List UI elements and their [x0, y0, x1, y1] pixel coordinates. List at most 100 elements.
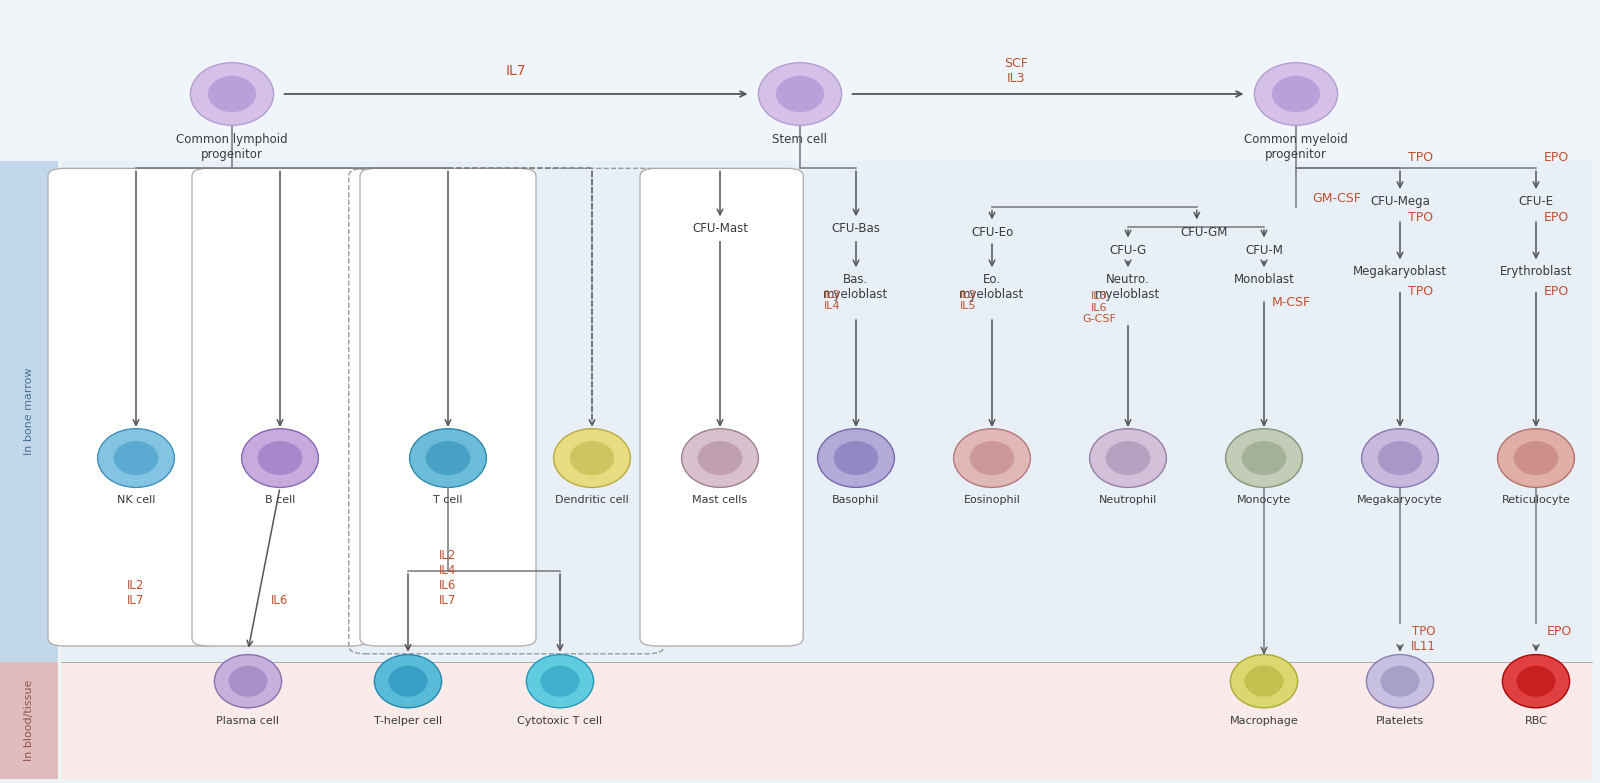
Text: CFU-G: CFU-G	[1109, 244, 1147, 257]
Ellipse shape	[1230, 655, 1298, 708]
Ellipse shape	[1378, 441, 1422, 475]
Ellipse shape	[242, 429, 318, 487]
Ellipse shape	[1226, 429, 1302, 487]
Text: CFU-Eo: CFU-Eo	[971, 226, 1013, 239]
Text: Monocyte: Monocyte	[1237, 496, 1291, 505]
Ellipse shape	[570, 441, 614, 475]
Ellipse shape	[1366, 655, 1434, 708]
FancyBboxPatch shape	[48, 168, 224, 646]
Text: CFU-Mega: CFU-Mega	[1370, 195, 1430, 208]
Bar	[61, 662, 1592, 779]
Text: Platelets: Platelets	[1376, 716, 1424, 726]
Text: CFU-E: CFU-E	[1518, 195, 1554, 208]
Text: Monoblast: Monoblast	[1234, 273, 1294, 287]
Ellipse shape	[229, 666, 267, 697]
Ellipse shape	[410, 429, 486, 487]
Text: TPO: TPO	[1408, 285, 1434, 298]
Text: RBC: RBC	[1525, 716, 1547, 726]
Text: Neutrophil: Neutrophil	[1099, 496, 1157, 505]
Text: IL2
IL7: IL2 IL7	[128, 579, 144, 607]
Text: T cell: T cell	[434, 496, 462, 505]
Ellipse shape	[758, 63, 842, 125]
Text: Plasma cell: Plasma cell	[216, 716, 280, 726]
Ellipse shape	[1272, 76, 1320, 112]
Ellipse shape	[1498, 429, 1574, 487]
Text: M-CSF: M-CSF	[1272, 296, 1310, 309]
Text: EPO: EPO	[1544, 285, 1570, 298]
Text: Mast cells: Mast cells	[693, 496, 747, 505]
Ellipse shape	[1254, 63, 1338, 125]
Text: Reticulocyte: Reticulocyte	[1502, 496, 1570, 505]
Ellipse shape	[1362, 429, 1438, 487]
Text: Stem cell: Stem cell	[773, 133, 827, 146]
Ellipse shape	[374, 655, 442, 708]
Ellipse shape	[190, 63, 274, 125]
Ellipse shape	[1514, 441, 1558, 475]
Text: In blood/tissue: In blood/tissue	[24, 680, 34, 761]
Text: Dendritic cell: Dendritic cell	[555, 496, 629, 505]
Text: Common lymphoid
progenitor: Common lymphoid progenitor	[176, 133, 288, 161]
Ellipse shape	[1502, 655, 1570, 708]
Text: Common myeloid
progenitor: Common myeloid progenitor	[1245, 133, 1347, 161]
Text: IL7: IL7	[506, 64, 526, 78]
FancyBboxPatch shape	[360, 168, 536, 646]
Text: CFU-M: CFU-M	[1245, 244, 1283, 257]
Text: GM-CSF: GM-CSF	[1312, 192, 1362, 205]
Text: SCF
IL3: SCF IL3	[1005, 56, 1027, 85]
Ellipse shape	[1242, 441, 1286, 475]
Text: Eo.
myeloblast: Eo. myeloblast	[960, 273, 1024, 301]
Bar	[0, 662, 58, 779]
Text: Macrophage: Macrophage	[1230, 716, 1298, 726]
Ellipse shape	[818, 429, 894, 487]
Ellipse shape	[834, 441, 878, 475]
Text: CFU-Mast: CFU-Mast	[691, 222, 749, 236]
Text: Megakaryocyte: Megakaryocyte	[1357, 496, 1443, 505]
Ellipse shape	[1090, 429, 1166, 487]
Ellipse shape	[98, 429, 174, 487]
Ellipse shape	[258, 441, 302, 475]
Text: IL3
IL5: IL3 IL5	[960, 290, 976, 312]
Ellipse shape	[214, 655, 282, 708]
Text: Bas.
myeloblast: Bas. myeloblast	[824, 273, 888, 301]
Ellipse shape	[682, 429, 758, 487]
Ellipse shape	[1106, 441, 1150, 475]
Ellipse shape	[1245, 666, 1283, 697]
Ellipse shape	[389, 666, 427, 697]
Text: Erythroblast: Erythroblast	[1499, 265, 1573, 279]
Text: IL3
IL6
G-CSF: IL3 IL6 G-CSF	[1082, 291, 1117, 324]
Text: Neutro.
myeloblast: Neutro. myeloblast	[1096, 273, 1160, 301]
Ellipse shape	[698, 441, 742, 475]
Text: TPO: TPO	[1408, 211, 1434, 225]
Text: Cytotoxic T cell: Cytotoxic T cell	[517, 716, 603, 726]
Ellipse shape	[1517, 666, 1555, 697]
Text: CFU-GM: CFU-GM	[1181, 226, 1229, 239]
Ellipse shape	[208, 76, 256, 112]
Text: EPO: EPO	[1544, 151, 1570, 164]
Text: Megakaryoblast: Megakaryoblast	[1354, 265, 1446, 279]
Text: NK cell: NK cell	[117, 496, 155, 505]
FancyBboxPatch shape	[192, 168, 368, 646]
Text: Basophil: Basophil	[832, 496, 880, 505]
Ellipse shape	[114, 441, 158, 475]
Bar	[0, 161, 58, 662]
Text: EPO: EPO	[1544, 211, 1570, 225]
Text: EPO: EPO	[1547, 625, 1573, 638]
Text: IL2
IL4
IL6
IL7: IL2 IL4 IL6 IL7	[440, 549, 456, 607]
Ellipse shape	[426, 441, 470, 475]
Text: T-helper cell: T-helper cell	[374, 716, 442, 726]
Text: CFU-Bas: CFU-Bas	[832, 222, 880, 236]
Ellipse shape	[541, 666, 579, 697]
Text: Eosinophil: Eosinophil	[963, 496, 1021, 505]
Text: IL3
IL4: IL3 IL4	[824, 290, 840, 312]
Text: IL6: IL6	[272, 594, 288, 607]
Text: TPO
IL11: TPO IL11	[1411, 625, 1437, 653]
Ellipse shape	[526, 655, 594, 708]
Ellipse shape	[954, 429, 1030, 487]
Text: In bone marrow: In bone marrow	[24, 367, 34, 455]
Ellipse shape	[1381, 666, 1419, 697]
Bar	[61, 161, 1592, 662]
Ellipse shape	[970, 441, 1014, 475]
Ellipse shape	[554, 429, 630, 487]
Ellipse shape	[776, 76, 824, 112]
FancyBboxPatch shape	[640, 168, 803, 646]
